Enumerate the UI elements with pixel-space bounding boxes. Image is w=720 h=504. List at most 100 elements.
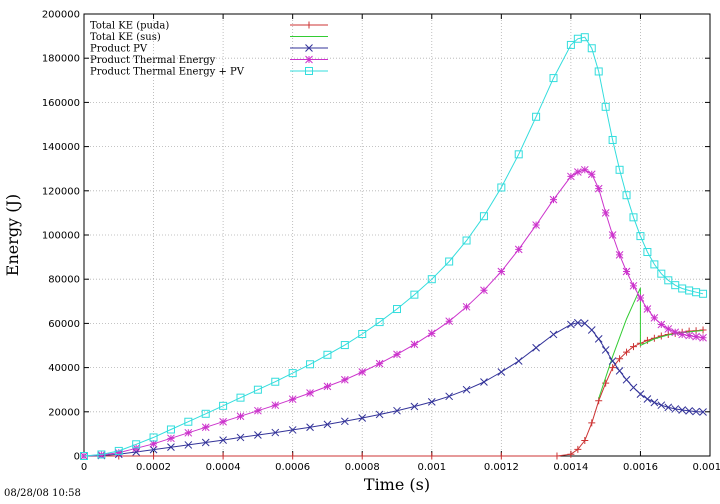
data-point xyxy=(271,428,280,437)
data-point xyxy=(657,320,666,329)
data-point xyxy=(549,74,558,83)
data-point xyxy=(167,443,175,452)
data-point xyxy=(699,333,707,342)
data-point xyxy=(393,350,401,359)
data-point xyxy=(323,350,332,359)
series-total-ke-sus xyxy=(598,287,704,399)
data-point xyxy=(358,330,367,339)
data-point xyxy=(271,377,280,386)
data-point xyxy=(622,375,631,384)
data-point xyxy=(288,426,297,434)
series-product-thermal-energy xyxy=(80,165,707,460)
data-point xyxy=(566,40,575,49)
data-point xyxy=(445,317,454,326)
data-point xyxy=(594,335,603,343)
y-tick-label: 140000 xyxy=(42,142,80,153)
legend-marker xyxy=(305,55,313,64)
data-point xyxy=(581,437,589,445)
data-point xyxy=(427,398,436,406)
x-tick-label: 0.001 xyxy=(417,462,446,473)
data-point xyxy=(410,402,419,411)
y-tick-label: 100000 xyxy=(42,231,80,242)
data-point xyxy=(480,286,488,295)
data-point xyxy=(671,405,680,413)
data-point xyxy=(514,357,523,365)
data-point xyxy=(622,191,631,200)
data-point xyxy=(480,378,488,386)
data-point xyxy=(462,385,471,394)
data-point xyxy=(497,267,506,276)
legend-label: Product Thermal Energy + PV xyxy=(90,67,245,78)
data-point xyxy=(271,401,280,410)
data-point xyxy=(567,320,575,329)
data-point xyxy=(685,407,693,415)
data-point xyxy=(650,260,659,269)
data-point xyxy=(288,395,297,404)
data-point xyxy=(664,403,673,412)
y-tick-label: 120000 xyxy=(42,186,80,197)
data-point xyxy=(699,408,707,416)
x-tick-label: 0.0006 xyxy=(275,462,310,473)
data-point xyxy=(664,325,673,333)
data-point xyxy=(236,393,245,402)
data-point xyxy=(636,232,645,241)
data-point xyxy=(549,330,558,339)
data-point xyxy=(393,406,401,415)
x-tick-label: 0.0012 xyxy=(484,462,519,473)
data-point xyxy=(608,135,617,144)
data-point xyxy=(685,331,693,340)
data-point xyxy=(532,343,540,352)
data-point xyxy=(629,281,638,290)
data-point xyxy=(323,420,332,429)
x-tick-label: 0.0008 xyxy=(345,462,380,473)
data-point xyxy=(236,412,245,421)
data-point xyxy=(253,385,262,394)
data-point xyxy=(622,267,631,276)
data-point xyxy=(699,289,708,298)
data-point xyxy=(219,436,227,444)
data-point xyxy=(288,369,297,378)
legend-marker xyxy=(305,44,313,52)
data-point xyxy=(587,170,596,179)
data-point xyxy=(428,452,436,460)
y-tick-label: 160000 xyxy=(42,98,80,109)
data-point xyxy=(616,355,624,363)
data-point xyxy=(462,302,471,311)
data-point xyxy=(671,328,680,337)
y-tick-label: 200000 xyxy=(42,10,80,21)
data-point xyxy=(201,423,210,432)
data-point xyxy=(184,441,193,449)
data-point xyxy=(643,248,652,257)
legend-label: Product PV xyxy=(90,44,148,55)
x-tick-label: 0.0014 xyxy=(553,462,588,473)
data-point xyxy=(114,446,123,455)
data-point xyxy=(615,165,624,174)
series-product-thermal-energy-pv xyxy=(80,33,708,460)
data-point xyxy=(358,368,367,376)
data-point xyxy=(254,431,262,439)
data-point xyxy=(532,112,541,121)
data-point xyxy=(219,401,228,410)
data-point xyxy=(167,434,175,443)
data-point xyxy=(340,341,349,350)
data-point xyxy=(643,395,652,403)
data-point xyxy=(497,183,506,192)
data-point xyxy=(650,398,659,407)
data-point xyxy=(580,319,589,328)
data-point xyxy=(573,318,582,327)
data-point xyxy=(393,305,401,314)
data-point xyxy=(97,450,106,459)
data-point xyxy=(608,231,617,239)
data-point xyxy=(514,150,523,159)
data-point xyxy=(580,33,589,42)
y-tick-label: 40000 xyxy=(48,363,80,374)
data-point xyxy=(532,221,540,229)
data-point xyxy=(664,276,673,285)
data-point xyxy=(254,406,262,415)
y-tick-label: 180000 xyxy=(42,54,80,65)
data-point xyxy=(375,318,384,327)
data-point xyxy=(699,326,707,334)
series-product-pv xyxy=(80,318,707,460)
data-point xyxy=(636,294,645,302)
data-point xyxy=(601,209,610,217)
